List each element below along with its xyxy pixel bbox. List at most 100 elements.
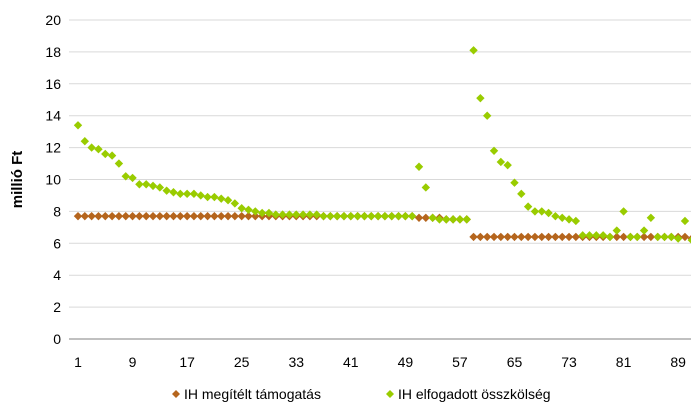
data-point: [210, 192, 219, 202]
data-point: [148, 211, 158, 221]
data-point: [101, 211, 110, 221]
data-point: [244, 211, 253, 221]
data-point: [530, 232, 540, 242]
data-point: [339, 211, 349, 221]
data-point: [305, 210, 315, 219]
data-point: [639, 232, 649, 242]
data-point: [196, 211, 205, 221]
data-point: [182, 189, 192, 199]
data-point: [476, 232, 485, 242]
data-point: [428, 213, 437, 222]
data-point: [612, 226, 621, 235]
data-point: [489, 146, 499, 155]
data-point: [469, 232, 478, 242]
data-point: [558, 213, 567, 222]
data-point: [196, 191, 205, 200]
data-point: [80, 211, 90, 221]
data-point: [73, 211, 83, 221]
data-point: [517, 189, 526, 199]
x-tick-label: 25: [234, 354, 250, 370]
data-point: [203, 192, 212, 202]
data-point: [421, 183, 431, 192]
data-point: [360, 211, 369, 221]
data-point: [87, 211, 96, 221]
data-point: [121, 172, 130, 181]
y-axis-label: millió Ft: [9, 151, 26, 209]
data-point: [455, 215, 465, 224]
y-tick-label: 20: [45, 12, 61, 28]
series-2: [73, 46, 691, 244]
data-point: [558, 232, 567, 242]
y-tick-label: 14: [45, 108, 61, 124]
data-point: [626, 232, 635, 242]
data-point: [476, 93, 485, 103]
data-point: [217, 211, 226, 221]
legend: IH megítélt támogatás IH elfogadott összk…: [172, 386, 551, 402]
data-point: [237, 204, 246, 213]
y-tick-label: 18: [45, 44, 61, 60]
x-tick-label: 1: [74, 354, 82, 370]
data-point: [135, 180, 144, 189]
data-point: [128, 211, 137, 221]
data-point: [80, 137, 90, 146]
data-point: [680, 232, 690, 242]
data-point: [94, 211, 103, 221]
data-point: [203, 211, 212, 221]
data-point: [469, 46, 478, 55]
data-point: [571, 216, 581, 226]
data-point: [667, 232, 676, 242]
data-point: [298, 210, 308, 219]
data-point: [646, 213, 656, 222]
data-point: [551, 211, 560, 221]
data-point: [387, 211, 396, 221]
x-tick-label: 49: [398, 354, 414, 370]
y-tick-label: 2: [53, 299, 61, 315]
gridlines: [69, 19, 691, 308]
data-point: [189, 189, 199, 199]
data-point: [483, 232, 492, 242]
data-point: [94, 144, 103, 154]
data-point: [510, 178, 519, 187]
data-point: [114, 211, 124, 221]
data-point: [373, 211, 383, 221]
y-tick-label: 12: [45, 140, 61, 156]
data-point: [230, 199, 240, 208]
data-point: [230, 211, 240, 221]
data-point: [605, 232, 615, 242]
data-point: [114, 159, 124, 168]
y-tick-label: 0: [53, 331, 61, 347]
data-point: [421, 213, 431, 222]
y-tick-label: 4: [53, 267, 61, 283]
data-point: [326, 211, 335, 221]
data-point: [169, 211, 178, 221]
data-point: [401, 211, 410, 221]
y-tick-labels: 0 2 4 6 8 10 12 14 16 18 20: [45, 12, 61, 347]
data-point: [380, 211, 390, 221]
data-point: [312, 210, 321, 219]
data-point: [162, 211, 171, 221]
data-point: [73, 121, 83, 130]
data-point: [264, 208, 274, 218]
data-point: [510, 232, 519, 242]
data-point: [155, 211, 165, 221]
data-point: [319, 211, 328, 221]
x-tick-label: 65: [507, 354, 523, 370]
data-point: [162, 186, 171, 195]
y-tick-label: 8: [53, 203, 61, 219]
data-point: [210, 211, 219, 221]
data-point: [244, 205, 253, 215]
data-point: [639, 226, 649, 235]
data-points: [73, 46, 691, 244]
data-point: [217, 194, 226, 203]
data-point: [407, 211, 417, 221]
data-point: [182, 211, 192, 221]
data-point: [292, 210, 301, 219]
data-point: [503, 160, 512, 170]
data-point: [537, 207, 546, 216]
data-point: [176, 189, 185, 199]
data-point: [278, 210, 287, 219]
data-point: [87, 143, 96, 152]
data-point: [564, 215, 574, 224]
data-point: [128, 173, 137, 183]
legend-label: IH megítélt támogatás: [184, 386, 321, 402]
